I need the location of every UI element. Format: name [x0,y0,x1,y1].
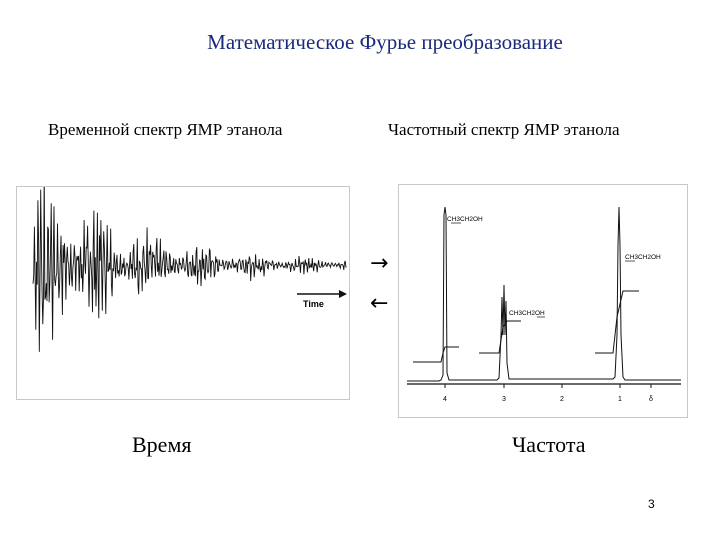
integral-trace-oh [479,320,521,354]
fid-plot: Time [32,187,347,352]
tick-label-4: 4 [443,396,447,403]
backward-arrow: ← [370,291,388,316]
integral-trace-ch2 [413,346,459,363]
integral-trace-ch3 [595,290,639,354]
nmr-spectrum-plot: 4 3 2 1 δ CH3CH2OH CH3CH2OH CH3CH2OH [407,206,681,403]
slide-title: Математическое Фурье преобразование [207,30,563,54]
frequency-caption: Частота [512,432,586,457]
frequency-spectrum-heading: Частотный спектр ЯМР этанола [388,120,620,139]
time-arrow-head [339,290,347,298]
time-caption: Время [132,432,192,457]
peak-label-ch3: CH3CH2OH [625,254,661,261]
time-arrow-label: Time [303,299,324,309]
tick-label-1: 1 [618,396,622,403]
transform-arrows: → ← [366,246,400,316]
peak-label-ch2: CH3CH2OH [447,216,483,223]
time-spectrum-heading: Временной спектр ЯМР этанола [48,120,283,139]
tick-label-delta: δ [649,396,653,403]
time-domain-panel: Time [16,186,350,400]
fid-signal-line [32,187,347,352]
frequency-domain-panel: 4 3 2 1 δ CH3CH2OH CH3CH2OH CH3CH2OH [398,184,688,418]
tick-label-2: 2 [560,396,564,403]
forward-arrow: → [370,251,388,276]
peak-label-oh: CH3CH2OH [509,310,545,317]
page-number: 3 [648,497,655,511]
tick-label-3: 3 [502,396,506,403]
spectrum-line [407,206,681,382]
